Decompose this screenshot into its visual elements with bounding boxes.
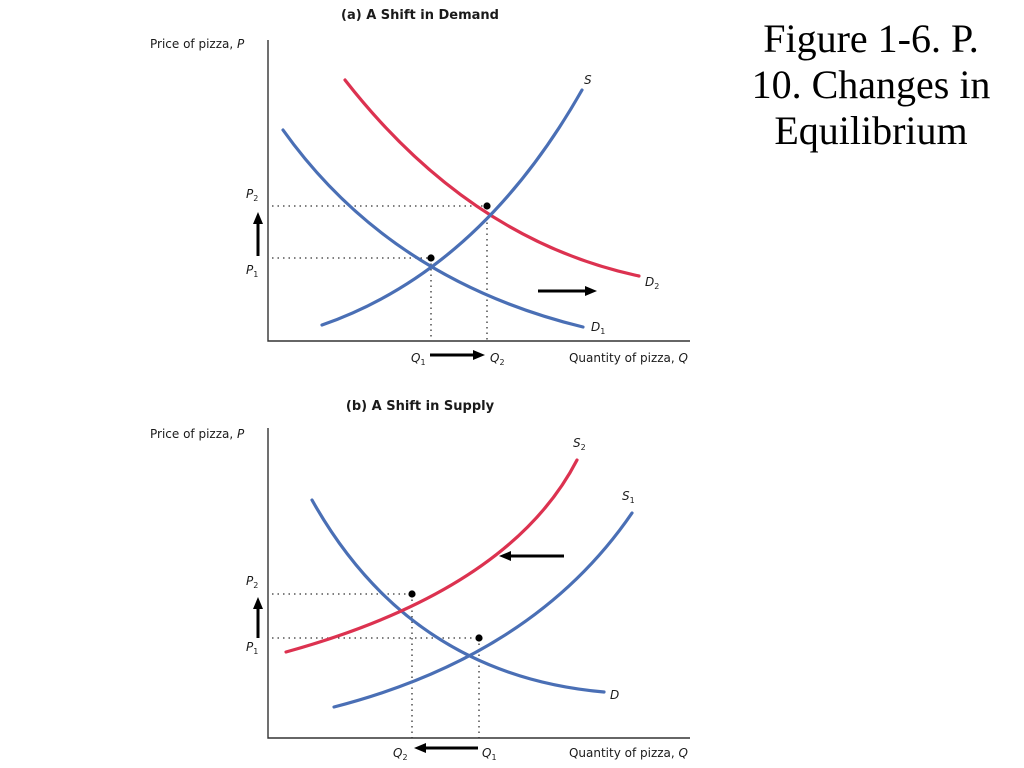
panel-b-supply-shift: (b) A Shift in Supply Price of pizza, P … [150, 399, 690, 762]
panel-a-price-up-arrow [253, 212, 263, 256]
panel-b-label-s2: S2 [573, 436, 586, 452]
panel-b-supply-curve-s2 [284, 458, 579, 654]
panel-b-q2-label: Q2 [393, 746, 408, 762]
slide-title: Figure 1-6. P. 10. Changes in Equilibriu… [718, 16, 1024, 154]
panel-a-axes [267, 40, 690, 342]
panel-a-supply-curve [320, 88, 584, 327]
panel-a-y-axis-label: Price of pizza, P [150, 37, 245, 51]
panel-b-q1-label: Q1 [482, 746, 497, 762]
slide-title-line-3: Equilibrium [774, 108, 968, 153]
panel-a-q2-label: Q2 [490, 351, 505, 367]
panel-a-label-d2: D2 [645, 275, 659, 291]
panel-b-demand-curve [310, 498, 606, 694]
panel-a-demand-curve-d1 [281, 128, 585, 329]
panel-b-equilibrium-1 [475, 634, 483, 642]
panel-b-label-s1: S1 [622, 489, 635, 505]
panel-b-supply-shift-arrow [499, 551, 564, 561]
panel-a-demand-shift: (a) A Shift in Demand Price of pizza, P … [150, 8, 690, 367]
slide-title-line-1: Figure 1-6. P. [763, 16, 979, 61]
panel-b-p1-label: P1 [246, 640, 258, 656]
panel-b-y-axis-label: Price of pizza, P [150, 427, 245, 441]
panel-a-demand-curve-d2 [343, 78, 641, 278]
panel-a-demand-shift-arrow [538, 286, 597, 296]
panel-b-p2-label: P2 [246, 574, 258, 590]
panel-a-equilibrium-1 [427, 254, 435, 262]
panel-a-label-d1: D1 [591, 320, 605, 336]
panel-a-equilibrium-2 [483, 202, 491, 210]
panel-a-p2-label: P2 [246, 187, 258, 203]
panel-b-title: (b) A Shift in Supply [346, 399, 495, 414]
slide-title-line-2: 10. Changes in [751, 62, 991, 107]
panel-a-quantity-right-arrow [430, 350, 485, 360]
panel-b-price-up-arrow [253, 597, 263, 638]
panel-a-title: (a) A Shift in Demand [341, 8, 499, 23]
panel-b-x-axis-label: Quantity of pizza, Q [569, 746, 688, 760]
panel-b-supply-curve-s1 [332, 511, 634, 709]
panel-a-p1-label: P1 [246, 263, 258, 279]
panel-b-label-d: D [610, 688, 619, 702]
panel-b-quantity-left-arrow [414, 743, 478, 753]
panel-b-axes [267, 428, 690, 739]
panel-a-x-axis-label: Quantity of pizza, Q [569, 351, 688, 365]
panel-a-q1-label: Q1 [411, 351, 426, 367]
panel-b-equilibrium-2 [408, 590, 416, 598]
panel-a-label-s: S [584, 73, 592, 87]
